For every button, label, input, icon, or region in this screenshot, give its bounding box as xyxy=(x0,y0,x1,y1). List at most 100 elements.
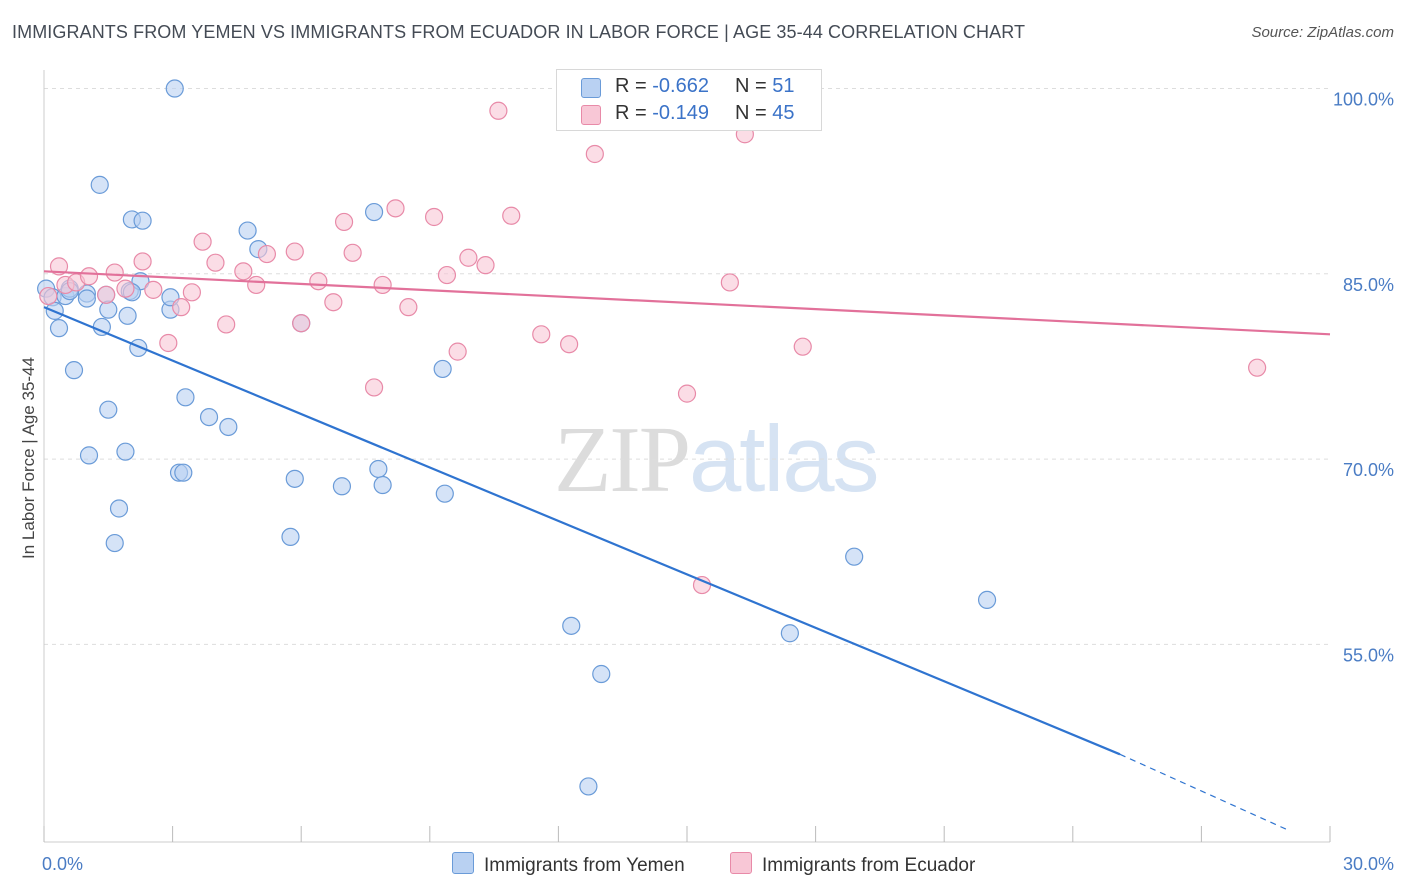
yemen-point-28 xyxy=(176,388,195,407)
yemen-point-34 xyxy=(285,469,304,488)
ecuador-point-20 xyxy=(292,314,311,333)
legend-item-ecuador-swatch xyxy=(730,852,752,874)
ecuador-point-23 xyxy=(334,212,354,232)
y-tick-label-0: 55.0% xyxy=(1343,645,1394,665)
source-label: Source: ZipAtlas.com xyxy=(1251,24,1394,41)
yemen-point-29 xyxy=(199,407,219,427)
ecuador-point-16 xyxy=(234,262,253,281)
ecuador-point-32 xyxy=(459,248,478,267)
ecuador-point-29 xyxy=(424,207,444,227)
ecuador-point-9 xyxy=(144,280,163,299)
legend-item-ecuador-label: Immigrants from Ecuador xyxy=(762,855,976,876)
ecuador-point-11 xyxy=(172,298,191,317)
ecuador-point-41 xyxy=(720,273,739,292)
ecuador-point-35 xyxy=(502,206,521,225)
yemen-point-6 xyxy=(64,361,84,380)
yemen-point-43 xyxy=(579,777,598,796)
ecuador-point-13 xyxy=(193,232,212,251)
ecuador-point-38 xyxy=(585,144,604,164)
ecuador-point-27 xyxy=(386,199,405,218)
yemen-point-12 xyxy=(99,300,118,319)
legend-ecuador-n-value: 45 xyxy=(772,102,795,124)
ecuador-point-30 xyxy=(437,265,457,285)
ecuador-point-7 xyxy=(116,279,135,298)
ecuador-point-22 xyxy=(324,293,343,312)
yemen-point-14 xyxy=(105,533,124,553)
watermark-zip: ZIP xyxy=(554,408,691,512)
ecuador-point-34 xyxy=(489,101,508,120)
ecuador-point-1 xyxy=(49,257,69,276)
yemen-point-16 xyxy=(116,442,135,461)
trend-line-yemen xyxy=(43,306,1121,756)
trend-lines xyxy=(43,270,1331,831)
ecuador-point-24 xyxy=(343,243,362,262)
yemen-point-13 xyxy=(99,400,118,419)
series-yemen-points xyxy=(37,79,997,796)
correlation-legend: R = -0.662 N = 51 R = -0.149 N = 45 xyxy=(556,69,822,131)
y-axis-title: In Labor Force | Age 35-44 xyxy=(19,357,38,559)
legend-item-yemen-label: Immigrants from Yemen xyxy=(484,855,685,876)
ecuador-point-28 xyxy=(399,298,418,317)
yemen-point-3 xyxy=(49,319,69,338)
y-tick-label-1: 70.0% xyxy=(1343,460,1394,480)
yemen-point-39 xyxy=(373,475,392,495)
ecuador-point-17 xyxy=(247,275,266,295)
ecuador-point-43 xyxy=(793,337,812,356)
ecuador-point-39 xyxy=(677,384,697,403)
grid-lines xyxy=(44,88,1330,645)
legend-ecuador-r-value: -0.149 xyxy=(652,102,709,124)
legend-ecuador-r-label: R = xyxy=(615,102,653,124)
legend-swatch-ecuador xyxy=(581,105,601,125)
yemen-point-40 xyxy=(435,484,454,503)
ecuador-point-0 xyxy=(39,286,58,306)
yemen-point-21 xyxy=(133,211,152,230)
trend-line-yemen-extension xyxy=(1119,753,1288,831)
legend-row-yemen: R = -0.662 N = 51 xyxy=(557,74,821,100)
legend-yemen-r-label: R = xyxy=(615,75,653,97)
yemen-point-25 xyxy=(165,79,184,98)
series-legend: Immigrants from Yemen Immigrants from Ec… xyxy=(0,852,1406,878)
ecuador-point-12 xyxy=(182,283,201,302)
y-tick-label-2: 85.0% xyxy=(1343,275,1394,295)
yemen-point-30 xyxy=(219,417,238,437)
ecuador-point-21 xyxy=(309,272,328,291)
yemen-point-9 xyxy=(90,175,109,194)
yemen-point-15 xyxy=(109,499,129,518)
legend-swatch-yemen xyxy=(581,78,601,98)
yemen-point-41 xyxy=(433,359,452,379)
yemen-point-44 xyxy=(592,664,611,684)
ecuador-point-31 xyxy=(448,342,467,361)
yemen-point-42 xyxy=(562,616,581,635)
legend-item-yemen: Immigrants from Yemen xyxy=(452,852,685,877)
ecuador-point-19 xyxy=(285,242,304,261)
yemen-point-31 xyxy=(238,221,257,240)
ecuador-point-15 xyxy=(217,315,236,334)
ecuador-point-8 xyxy=(133,252,152,271)
ecuador-point-33 xyxy=(476,256,495,275)
yemen-point-17 xyxy=(118,306,137,325)
y-tick-labels: 55.0% 70.0% 85.0% 100.0% xyxy=(1333,90,1394,666)
ecuador-point-25 xyxy=(364,378,384,397)
ecuador-point-5 xyxy=(97,285,116,304)
yemen-point-46 xyxy=(845,547,864,566)
ecuador-point-37 xyxy=(560,335,579,354)
x-ticks xyxy=(43,826,1331,842)
series-ecuador-points xyxy=(39,101,1267,595)
ecuador-point-10 xyxy=(159,333,178,353)
legend-item-yemen-swatch xyxy=(452,852,474,874)
legend-ecuador-n-label: N = xyxy=(735,102,773,124)
watermark: ZIPatlas xyxy=(554,405,880,514)
ecuador-point-44 xyxy=(1248,358,1267,377)
yemen-point-37 xyxy=(364,202,384,222)
ecuador-point-26 xyxy=(373,275,392,295)
ecuador-point-36 xyxy=(532,325,551,344)
yemen-point-27 xyxy=(174,463,193,482)
ecuador-point-4 xyxy=(79,267,99,286)
legend-yemen-r-value: -0.662 xyxy=(652,75,709,97)
yemen-point-47 xyxy=(977,590,997,610)
yemen-point-38 xyxy=(369,459,388,479)
yemen-point-49 xyxy=(77,289,96,308)
legend-yemen-n-value: 51 xyxy=(772,75,795,97)
ecuador-point-14 xyxy=(206,253,225,272)
